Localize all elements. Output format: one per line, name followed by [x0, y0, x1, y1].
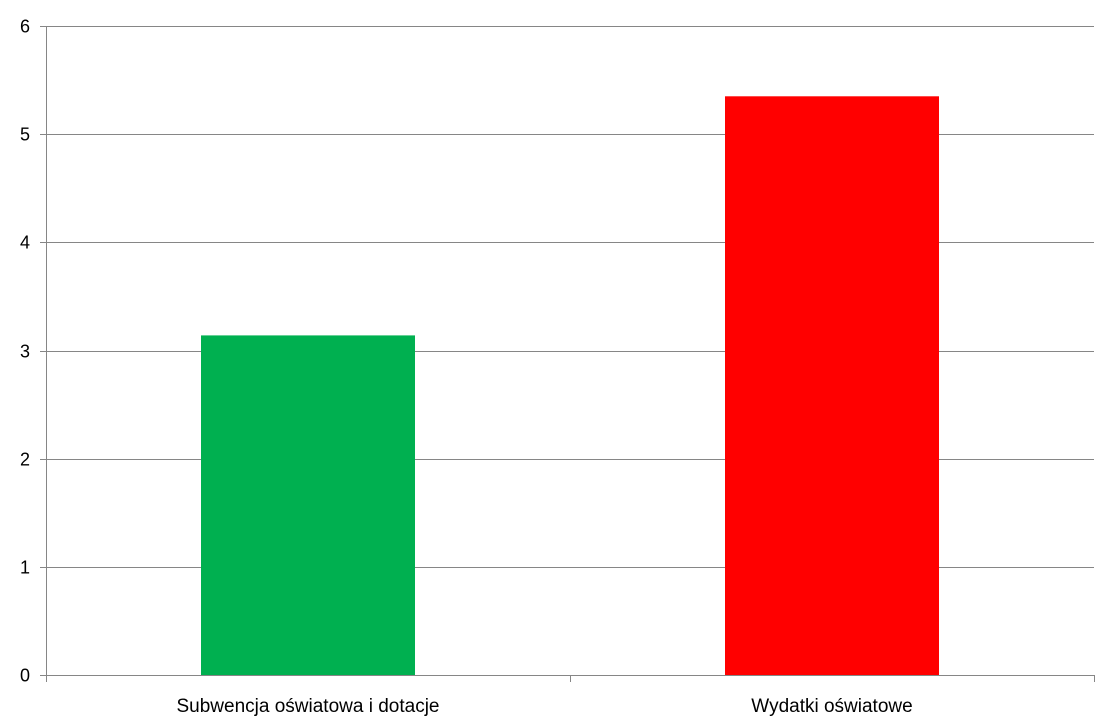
bar-1 [201, 335, 415, 675]
y-tick-label-0: 0 [20, 666, 30, 686]
y-tick-label-1: 1 [20, 558, 30, 578]
y-tick-label-4: 4 [20, 233, 30, 253]
y-tick-label-2: 2 [20, 450, 30, 470]
y-tick-label-5: 5 [20, 125, 30, 145]
bar-2 [725, 96, 939, 676]
axes [40, 26, 1095, 682]
y-tick-label-6: 6 [20, 17, 30, 37]
y-tick-label-3: 3 [20, 342, 30, 362]
bars [201, 96, 939, 676]
tick-labels: 0 1 2 3 4 5 6 Subwencja oświatowa i dotacje Wyda… [20, 17, 913, 718]
x-tick-label-2: Wydatki oświatowe [751, 696, 912, 717]
x-tick-label-1: Subwencja oświatowa i dotacje [177, 696, 440, 717]
